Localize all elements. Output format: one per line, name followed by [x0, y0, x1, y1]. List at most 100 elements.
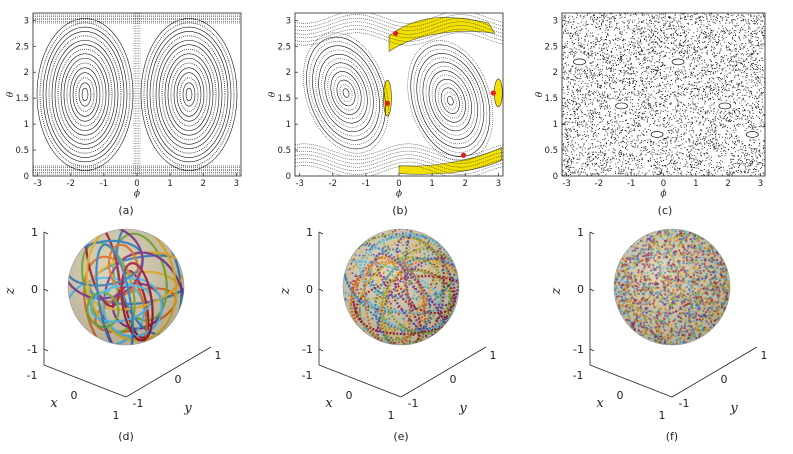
chaos-point	[568, 99, 570, 100]
chaos-point	[744, 108, 745, 110]
chaos-point	[701, 107, 703, 109]
chaos-point	[577, 91, 578, 93]
chaos-point	[754, 160, 755, 162]
chaos-point	[751, 105, 753, 107]
chaos-point	[614, 91, 615, 93]
chaos-point	[684, 126, 686, 128]
chaos-point	[686, 107, 688, 108]
chaos-point	[716, 111, 718, 113]
chaos-point	[739, 97, 741, 99]
chaos-point	[607, 29, 609, 31]
chaos-point	[651, 47, 653, 48]
chaos-point	[567, 165, 569, 167]
chaos-point	[663, 138, 665, 140]
chaos-point	[571, 122, 573, 123]
chaos-point	[709, 59, 711, 60]
chaos-point	[696, 18, 698, 20]
chaos-point	[634, 111, 636, 113]
chaos-point	[676, 136, 678, 138]
chaos-point	[707, 44, 709, 45]
chaos-point	[606, 54, 608, 55]
chaos-point	[748, 26, 750, 28]
chaos-point	[711, 49, 712, 51]
chaos-point	[609, 62, 610, 64]
chaos-point	[648, 125, 650, 127]
chaos-point	[609, 26, 611, 27]
chaos-point	[650, 61, 652, 63]
chaos-point	[618, 168, 620, 170]
chaos-point	[713, 113, 715, 114]
chaos-point	[713, 15, 715, 17]
chaos-point	[572, 92, 574, 94]
chaos-point	[687, 149, 688, 150]
chaos-point	[746, 162, 748, 164]
chaos-point	[706, 53, 708, 55]
chaos-point	[757, 13, 759, 15]
chaos-point	[582, 52, 584, 54]
chaos-point	[681, 121, 683, 123]
orbit	[315, 49, 377, 137]
chaos-point	[747, 169, 749, 171]
chaos-point	[719, 155, 721, 157]
chaos-point	[722, 136, 724, 138]
chaos-point	[692, 145, 694, 147]
chaos-point	[587, 56, 589, 58]
chaos-point	[605, 32, 607, 34]
chaos-point	[738, 112, 740, 114]
chaos-point	[603, 169, 604, 171]
chaos-point	[624, 49, 626, 51]
chaos-point	[620, 171, 622, 173]
chaos-point	[713, 121, 715, 123]
chaos-point	[751, 163, 753, 165]
chaos-point	[604, 134, 606, 136]
chaos-point	[577, 106, 579, 108]
chaos-point	[562, 47, 564, 49]
chaos-point	[736, 82, 738, 84]
chaos-point	[681, 71, 683, 73]
chaos-point	[627, 49, 629, 50]
chaos-point	[628, 26, 629, 28]
chaos-point	[654, 120, 656, 122]
chaos-point	[752, 85, 754, 87]
chaos-point	[573, 111, 574, 113]
chaos-point	[593, 20, 595, 22]
chaos-point	[630, 143, 632, 144]
chaos-point	[688, 138, 690, 139]
chaos-point	[564, 71, 566, 73]
chaos-point	[700, 48, 701, 50]
chaos-point	[599, 74, 601, 76]
chaos-point	[602, 164, 604, 166]
chaos-point	[612, 148, 614, 149]
chaos-point	[689, 141, 691, 143]
chaos-point	[664, 126, 666, 128]
chaos-point	[704, 147, 705, 148]
chaos-point	[710, 122, 712, 124]
chaos-point	[725, 45, 727, 47]
chaos-point	[656, 42, 658, 44]
chaos-point	[587, 163, 589, 165]
y-tick-label: 1	[24, 120, 29, 130]
chaos-point	[627, 78, 629, 80]
chaos-point	[668, 25, 670, 27]
chaos-point	[619, 15, 621, 17]
chaos-point	[722, 83, 724, 85]
x-tick-label: 3	[496, 179, 501, 189]
chaos-point	[579, 124, 581, 126]
chaos-point	[747, 53, 749, 55]
chaos-point	[750, 37, 752, 39]
chaos-point	[573, 157, 575, 159]
chaos-point	[574, 172, 576, 174]
chaos-point	[596, 90, 598, 92]
chaos-point	[710, 60, 712, 62]
chaos-point	[657, 31, 659, 33]
chaos-point	[628, 158, 630, 159]
chaos-point	[605, 27, 607, 29]
chaos-point	[594, 91, 595, 93]
chaos-point	[716, 143, 717, 145]
chaos-point	[674, 40, 676, 42]
chaos-point	[600, 106, 602, 108]
chaos-point	[741, 43, 743, 44]
chaos-point	[732, 109, 734, 111]
chaos-point	[645, 102, 647, 104]
chaos-point	[684, 16, 685, 18]
